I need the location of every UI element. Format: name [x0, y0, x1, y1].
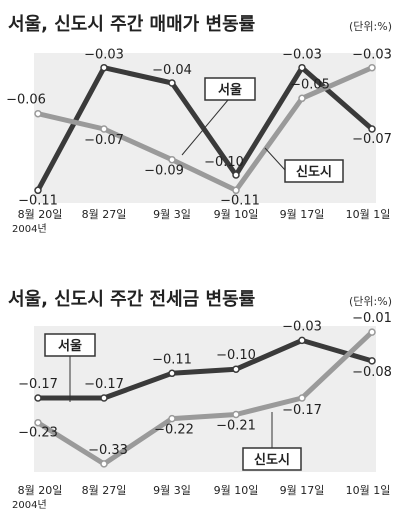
x-tick-label: 9월 3일	[153, 483, 191, 497]
data-point	[232, 365, 240, 373]
data-point	[100, 394, 108, 402]
data-label: −0.21	[216, 419, 256, 434]
data-label: −0.11	[18, 193, 58, 208]
data-label: −0.17	[282, 403, 322, 418]
data-point	[100, 125, 108, 133]
data-point	[168, 369, 176, 378]
legend-label: 서울	[218, 82, 242, 98]
legend-leader	[264, 147, 286, 171]
year-label: 2004년	[12, 499, 47, 511]
series-line-newtown	[37, 65, 374, 193]
data-label: −0.01	[352, 311, 392, 326]
x-tick-label: 8월 27일	[82, 483, 127, 497]
data-point	[298, 94, 306, 103]
data-label: −0.04	[152, 63, 192, 78]
data-label: −0.03	[352, 48, 392, 63]
data-point	[298, 63, 306, 72]
data-label: −0.03	[282, 319, 322, 334]
data-label: −0.11	[220, 193, 260, 208]
data-label: −0.10	[204, 155, 244, 170]
data-label: −0.09	[144, 164, 184, 179]
chart-jeonse-deposit: 서울, 신도시 주간 전세금 변동률 (단위:%) −0.17 −0.17 −0.1…	[8, 289, 392, 511]
legend-box	[242, 447, 302, 471]
data-point	[368, 63, 376, 72]
data-point	[168, 79, 176, 87]
data-point	[232, 171, 240, 179]
chart-trade-price: 서울, 신도시 주간 매매가 변동률 (단위:%) −0.11 −0.03 −0.0…	[6, 14, 392, 235]
data-point	[368, 328, 376, 336]
data-point	[368, 125, 376, 133]
data-label: −0.23	[18, 426, 58, 441]
legend-newtown: 신도시	[264, 147, 344, 183]
data-label: −0.11	[152, 352, 192, 367]
legend-seoul: 서울	[44, 333, 96, 402]
legend-seoul: 서울	[181, 77, 256, 156]
data-point	[298, 394, 306, 402]
chart-title: 서울, 신도시 주간 전세금 변동률	[8, 289, 255, 310]
x-tick-label: 8월 20일	[18, 483, 63, 497]
series-line-seoul	[38, 337, 373, 401]
x-tick-label: 10월 1일	[346, 207, 391, 221]
data-point	[232, 186, 240, 195]
x-tick-label: 9월 17일	[280, 483, 325, 497]
legend-box	[284, 159, 344, 183]
data-label: −0.03	[282, 48, 322, 63]
chart-title: 서울, 신도시 주간 매매가 변동률	[8, 14, 255, 35]
unit-label: (단위:%)	[349, 295, 392, 308]
x-tick-label: 9월 10일	[214, 207, 259, 221]
x-tick-label: 9월 17일	[280, 207, 325, 221]
data-label: −0.08	[352, 365, 392, 380]
unit-label: (단위:%)	[349, 20, 392, 33]
x-tick-label: 8월 20일	[18, 207, 63, 221]
data-label: −0.05	[290, 77, 330, 92]
data-point	[100, 63, 108, 72]
x-tick-label: 9월 3일	[153, 207, 191, 221]
data-point	[34, 186, 42, 195]
data-label: −0.17	[84, 377, 124, 392]
data-point	[232, 410, 240, 419]
data-point	[368, 357, 376, 365]
data-point	[100, 460, 108, 468]
legend-label: 신도시	[296, 165, 332, 180]
data-point	[168, 155, 176, 164]
data-label: −0.10	[216, 348, 256, 363]
x-tick-label: 9월 10일	[214, 483, 259, 497]
legend-label: 서울	[58, 338, 82, 354]
data-point	[168, 414, 176, 423]
data-label: −0.06	[6, 93, 46, 108]
data-label: −0.17	[18, 377, 58, 392]
x-tick-label: 8월 27일	[82, 207, 127, 221]
data-point	[34, 109, 42, 118]
year-label: 2004년	[12, 223, 47, 235]
data-label: −0.07	[352, 132, 392, 147]
data-label: −0.03	[84, 48, 124, 63]
data-point	[34, 394, 42, 402]
series-line-newtown	[36, 330, 374, 467]
legend-label: 신도시	[254, 453, 290, 468]
legend-box	[204, 77, 256, 101]
data-label: −0.07	[84, 133, 124, 148]
data-point	[298, 336, 306, 345]
x-tick-label: 10월 1일	[346, 483, 391, 497]
legend-leader	[181, 99, 229, 156]
data-label: −0.33	[88, 443, 128, 458]
data-point	[34, 418, 42, 427]
data-label: −0.22	[154, 423, 194, 438]
legend-box	[44, 333, 96, 357]
legend-newtown: 신도시	[242, 412, 302, 471]
